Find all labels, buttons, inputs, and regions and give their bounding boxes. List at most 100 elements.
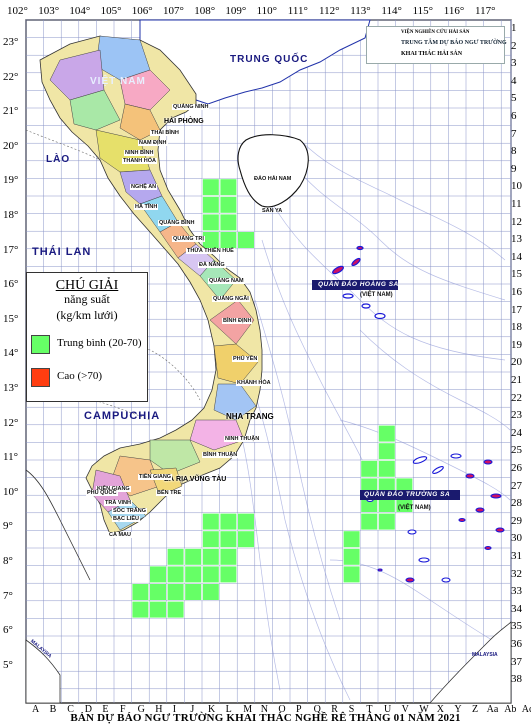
country-label-malaysia-east: MALAYSIA bbox=[472, 652, 498, 658]
row-label: 13 bbox=[511, 233, 522, 246]
province-label: KHÁNH HÒA bbox=[236, 380, 272, 386]
longitude-label: 110° bbox=[256, 5, 278, 17]
forecast-cell-medium bbox=[342, 565, 361, 583]
column-label: G bbox=[137, 704, 145, 715]
longitude-label: 109° bbox=[225, 5, 247, 17]
forecast-cell-medium bbox=[202, 213, 220, 232]
latitude-label: 14° bbox=[3, 347, 19, 360]
latitude-label: 18° bbox=[3, 209, 19, 221]
province-label: QUẢNG BÌNH bbox=[158, 220, 196, 226]
institute-logo: VIỆN NGHIÊN CỨU HẢI SẢN TRUNG TÂM DỰ BÁO… bbox=[366, 26, 507, 64]
column-label: I bbox=[172, 704, 177, 715]
logo-line-3: KHAI THÁC HẢI SẢN bbox=[401, 51, 463, 57]
province-label: PHÚ QUỐC bbox=[86, 490, 118, 496]
row-label: 4 bbox=[511, 74, 517, 87]
province-label: NAM ĐỊNH bbox=[138, 140, 168, 146]
forecast-cell-medium bbox=[184, 548, 202, 566]
forecast-cell-medium bbox=[342, 548, 361, 566]
row-label: 12 bbox=[511, 215, 522, 228]
city-label-nha-trang: NHA TRANG bbox=[226, 412, 274, 421]
column-label: D bbox=[84, 704, 93, 715]
row-label: 37 bbox=[511, 655, 522, 668]
province-label: TRÀ VINH bbox=[104, 500, 132, 506]
forecast-cell-medium bbox=[184, 565, 202, 583]
country-label-china: TRUNG QUỐC bbox=[230, 54, 309, 65]
legend-subtitle-2: (kg/km lưới) bbox=[56, 308, 118, 322]
forecast-cell-medium bbox=[360, 512, 378, 531]
column-label: A bbox=[32, 704, 40, 715]
country-label-vietnam: VIỆT NAM bbox=[90, 76, 146, 87]
province-label: THANH HÓA bbox=[122, 158, 157, 164]
row-label: 26 bbox=[511, 462, 522, 474]
longitude-label: 111° bbox=[287, 5, 308, 17]
forecast-cell-medium bbox=[149, 583, 167, 601]
column-label: U bbox=[384, 704, 392, 715]
row-label: 20 bbox=[511, 356, 522, 369]
column-label: X bbox=[436, 704, 445, 715]
forecast-cell-medium bbox=[219, 196, 238, 214]
archipelago-label-truong-sa: QUẦN ĐẢO TRƯỜNG SA bbox=[364, 491, 451, 498]
country-label-cambodia: CAMPUCHIA bbox=[84, 410, 161, 422]
hainan-island bbox=[237, 134, 309, 208]
row-label: 24 bbox=[511, 426, 522, 439]
row-label: 34 bbox=[511, 602, 522, 615]
forecast-cell-medium bbox=[167, 548, 185, 566]
legend: CHÚ GIẢI năng suất (kg/km lưới) Trung bì… bbox=[26, 272, 148, 402]
column-label: B bbox=[49, 704, 57, 715]
legend-label-high: Cao (>70) bbox=[57, 370, 102, 382]
latitude-label: 5° bbox=[3, 658, 13, 671]
row-label: 8 bbox=[511, 145, 517, 158]
latitude-label: 21° bbox=[3, 105, 19, 118]
latitude-label: 9° bbox=[3, 520, 13, 533]
row-label: 21 bbox=[511, 374, 522, 386]
longitude-label: 108° bbox=[194, 5, 216, 17]
forecast-cell-medium bbox=[360, 460, 378, 478]
forecast-cell-medium bbox=[219, 512, 238, 531]
row-label: 38 bbox=[511, 673, 522, 686]
province-label: QUẢNG NINH bbox=[172, 104, 210, 110]
longitude-label: 106° bbox=[131, 5, 153, 17]
forecast-cell-medium bbox=[342, 530, 361, 548]
forecast-cell-medium bbox=[202, 548, 220, 566]
row-label: 17 bbox=[511, 303, 522, 316]
province-label: NINH THUẬN bbox=[224, 436, 261, 442]
province-label: QUẢNG NGÃI bbox=[212, 296, 250, 302]
logo-line-1: VIỆN NGHIÊN CỨU HẢI SẢN bbox=[401, 30, 470, 35]
malaysia-west-land bbox=[25, 639, 61, 704]
row-label: 2 bbox=[511, 39, 517, 52]
archipelago-sub-truong-sa: (VIỆT NAM) bbox=[398, 505, 431, 511]
archipelago-label-hoang-sa: QUẦN ĐẢO HOÀNG SA bbox=[318, 281, 399, 288]
legend-swatch-high bbox=[31, 368, 50, 387]
column-label: O bbox=[278, 704, 286, 715]
longitude-label: 104° bbox=[69, 5, 91, 17]
country-label-thailand: THÁI LAN bbox=[32, 246, 92, 258]
row-label: 31 bbox=[511, 550, 522, 562]
malaysia-east-land bbox=[429, 621, 512, 704]
province-label: QUẢNG NAM bbox=[208, 278, 245, 284]
latitude-label: 11° bbox=[3, 451, 18, 464]
forecast-cell-medium bbox=[378, 512, 396, 531]
forecast-cell-medium bbox=[237, 512, 255, 531]
latitude-label: 7° bbox=[3, 589, 13, 602]
column-label: T bbox=[366, 704, 373, 715]
forecast-cell-medium bbox=[202, 178, 220, 196]
column-label: J bbox=[190, 704, 195, 715]
forecast-cell-medium bbox=[167, 600, 185, 619]
city-label-hai-phong: HẢI PHÒNG bbox=[164, 118, 204, 125]
latitude-label: 22° bbox=[3, 70, 19, 83]
thailand-coast bbox=[25, 469, 91, 581]
latitude-label: 20° bbox=[3, 139, 19, 152]
column-label: F bbox=[120, 704, 126, 715]
province-label: SÓC TRĂNG bbox=[112, 508, 147, 514]
longitude-label: 116° bbox=[443, 5, 465, 17]
latitude-label: 10° bbox=[3, 485, 19, 498]
row-label: 27 bbox=[511, 479, 522, 492]
column-label: Z bbox=[472, 704, 479, 715]
latitude-label: 19° bbox=[3, 174, 19, 187]
province-label: NGHỆ AN bbox=[130, 184, 158, 190]
province-label: PHÚ YÊN bbox=[232, 356, 259, 362]
row-label: 32 bbox=[511, 567, 522, 580]
forecast-cell-medium bbox=[219, 178, 238, 196]
row-label: 15 bbox=[511, 268, 522, 281]
